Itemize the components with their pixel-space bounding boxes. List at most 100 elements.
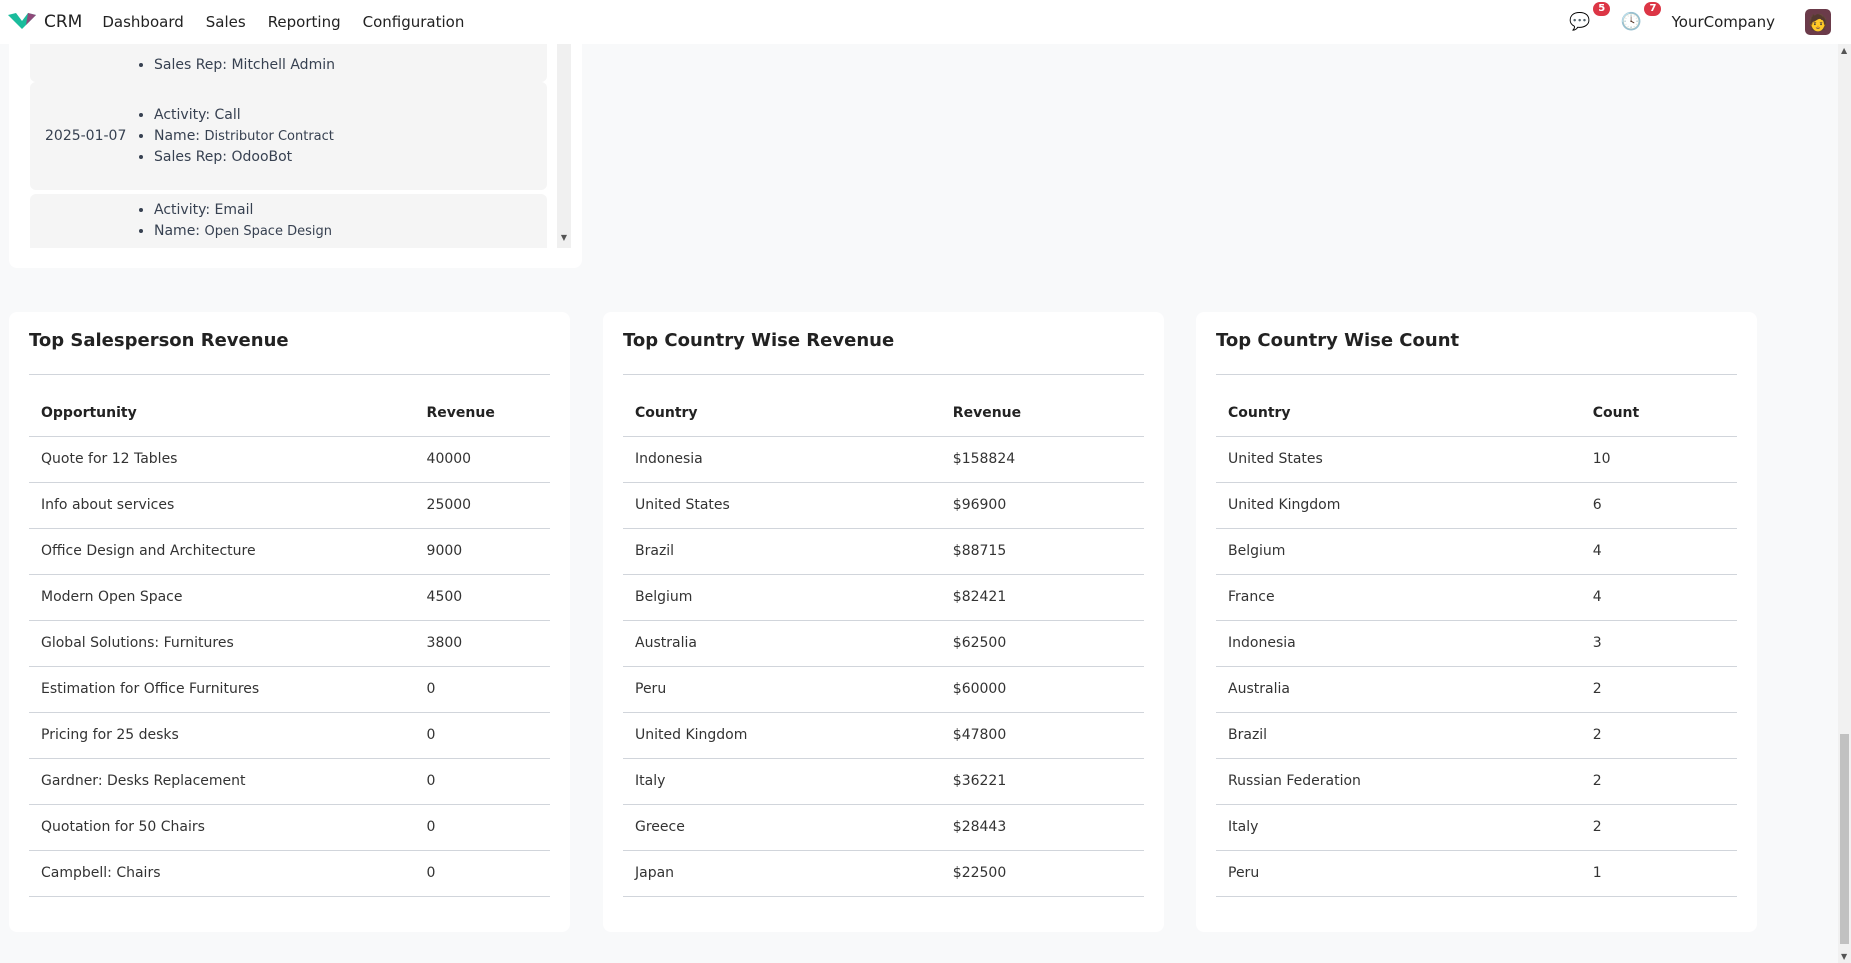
table-cell: Info about services	[29, 482, 415, 529]
table-row: Belgium $82421	[623, 574, 1144, 621]
table-header: Country Count	[1216, 390, 1737, 437]
table-row: Gardner: Desks Replacement 0	[29, 758, 550, 805]
user-avatar[interactable]: 🧑	[1805, 9, 1831, 35]
table-cell: Greece	[623, 804, 941, 851]
table-cell: United States	[623, 482, 941, 529]
table-cell: Russian Federation	[1216, 758, 1581, 805]
table-cell: 0	[414, 666, 550, 713]
table-cell: Italy	[1216, 804, 1581, 851]
column-header[interactable]: Opportunity	[29, 390, 415, 437]
table-cell: $62500	[940, 620, 1144, 667]
table-cell: Belgium	[623, 574, 941, 621]
table-cell: 0	[414, 804, 550, 851]
top-country-revenue-card: Top Country Wise Revenue Country Revenue I…	[603, 312, 1164, 932]
table-cell: Australia	[1216, 666, 1581, 713]
column-header[interactable]: Country	[1216, 390, 1581, 437]
table-cell: Modern Open Space	[29, 574, 415, 621]
table-cell: 40000	[414, 436, 550, 483]
table-cell: Brazil	[623, 528, 941, 575]
table-cell: Italy	[623, 758, 941, 805]
top-navbar: CRM Dashboard Sales Reporting Configurat…	[0, 0, 1851, 44]
table-row: France 4	[1216, 574, 1737, 621]
table-cell: United States	[1216, 436, 1581, 483]
table-cell: $60000	[940, 666, 1144, 713]
table-cell: Global Solutions: Furnitures	[29, 620, 415, 667]
table-row: Italy 2	[1216, 804, 1737, 851]
table-cell: 0	[414, 850, 550, 897]
table-row: Info about services 25000	[29, 482, 550, 529]
card-title: Top Country Wise Revenue	[623, 330, 895, 351]
card-title: Top Salesperson Revenue	[29, 330, 289, 351]
table-cell: Peru	[1216, 850, 1581, 897]
table-cell: Quotation for 50 Chairs	[29, 804, 415, 851]
table-cell: $158824	[940, 436, 1144, 483]
table-cell: 1	[1580, 850, 1737, 897]
table-row: United States $96900	[623, 482, 1144, 529]
table-row: Australia 2	[1216, 666, 1737, 713]
table-row: Quote for 12 Tables 40000	[29, 436, 550, 483]
activities-scrollbar[interactable]: ▼	[557, 20, 571, 248]
table-cell: 4	[1580, 528, 1737, 575]
table-row: United Kingdom 6	[1216, 482, 1737, 529]
table-cell: $88715	[940, 528, 1144, 575]
scrollbar-thumb[interactable]	[1840, 734, 1849, 944]
column-header[interactable]: Revenue	[414, 390, 550, 437]
activity-name: Name: Open Space Design	[154, 221, 332, 242]
table-header: Opportunity Revenue	[29, 390, 550, 437]
activity-entry: Activity: Email Name: Open Space Design	[30, 194, 547, 248]
clock-icon: 🕓	[1620, 12, 1642, 32]
activity-rep: Sales Rep: Mitchell Admin	[154, 55, 335, 76]
table-row: Belgium 4	[1216, 528, 1737, 575]
table-row: United Kingdom $47800	[623, 712, 1144, 759]
top-salesperson-revenue-card: Top Salesperson Revenue Opportunity Reven…	[9, 312, 570, 932]
country-count-table: Country Count United States 10 United Kingdo…	[1216, 390, 1737, 897]
country-revenue-table: Country Revenue Indonesia $158824 United Sta…	[623, 390, 1144, 897]
company-switcher[interactable]: YourCompany	[1671, 13, 1775, 31]
column-header[interactable]: Country	[623, 390, 941, 437]
table-row: Peru 1	[1216, 850, 1737, 897]
menu-reporting[interactable]: Reporting	[267, 13, 341, 31]
scroll-down-icon[interactable]: ▼	[560, 233, 567, 242]
app-name[interactable]: CRM	[44, 12, 83, 32]
table-header: Country Revenue	[623, 390, 1144, 437]
table-cell: $22500	[940, 850, 1144, 897]
table-cell: Brazil	[1216, 712, 1581, 759]
table-cell: Quote for 12 Tables	[29, 436, 415, 483]
activities-card: Sales Rep: Mitchell Admin 2025-01-07 Act…	[9, 20, 582, 268]
menu-dashboard[interactable]: Dashboard	[102, 13, 184, 31]
scroll-up-icon[interactable]: ▲	[1841, 46, 1848, 55]
menu-configuration[interactable]: Configuration	[362, 13, 465, 31]
table-row: Modern Open Space 4500	[29, 574, 550, 621]
table-cell: 0	[414, 712, 550, 759]
activities-list[interactable]: Sales Rep: Mitchell Admin 2025-01-07 Act…	[30, 20, 571, 248]
activities-button[interactable]: 🕓 7	[1620, 2, 1662, 32]
table-cell: 10	[1580, 436, 1737, 483]
table-row: Pricing for 25 desks 0	[29, 712, 550, 759]
table-cell: France	[1216, 574, 1581, 621]
table-cell: $82421	[940, 574, 1144, 621]
table-cell: 2	[1580, 804, 1737, 851]
table-cell: Belgium	[1216, 528, 1581, 575]
table-row: Italy $36221	[623, 758, 1144, 805]
table-row: Global Solutions: Furnitures 3800	[29, 620, 550, 667]
table-cell: 3800	[414, 620, 550, 667]
scroll-down-icon[interactable]: ▼	[1841, 952, 1848, 961]
table-row: Indonesia $158824	[623, 436, 1144, 483]
table-row: Quotation for 50 Chairs 0	[29, 804, 550, 851]
table-cell: 2	[1580, 758, 1737, 805]
chat-icon: 💬	[1569, 12, 1591, 32]
crm-logo-icon[interactable]	[8, 13, 36, 31]
column-header[interactable]: Count	[1580, 390, 1737, 437]
salesperson-table: Opportunity Revenue Quote for 12 Tables 400…	[29, 390, 550, 897]
table-row: Greece $28443	[623, 804, 1144, 851]
activity-entry: 2025-01-07 Activity: Call Name: Distribu…	[30, 82, 547, 190]
table-row: Australia $62500	[623, 620, 1144, 667]
menu-sales[interactable]: Sales	[205, 13, 246, 31]
table-row: United States 10	[1216, 436, 1737, 483]
table-row: Office Design and Architecture 9000	[29, 528, 550, 575]
table-cell: Indonesia	[623, 436, 941, 483]
messages-button[interactable]: 💬 5	[1569, 2, 1611, 32]
column-header[interactable]: Revenue	[940, 390, 1144, 437]
page-scrollbar[interactable]: ▲ ▼	[1838, 44, 1851, 963]
activities-badge: 7	[1644, 2, 1662, 16]
